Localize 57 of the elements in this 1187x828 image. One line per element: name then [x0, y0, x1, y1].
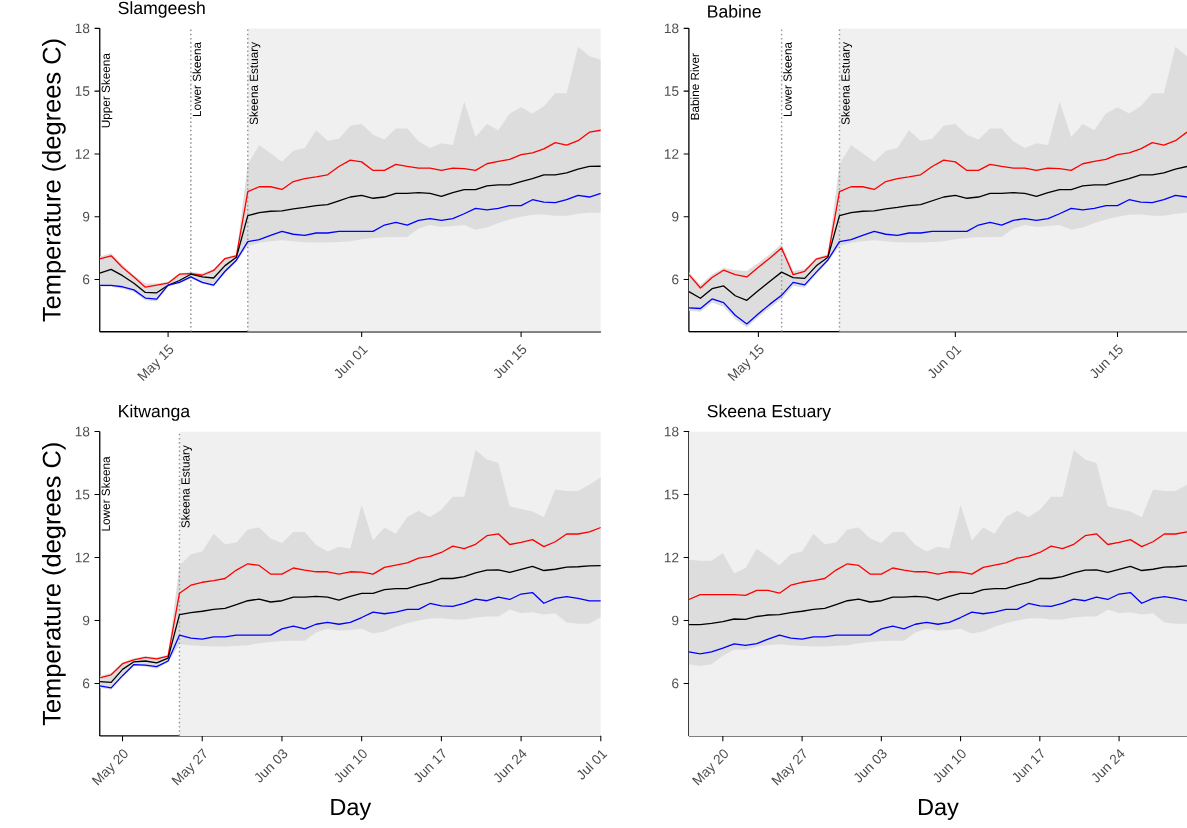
x-tick-label: Jun 10: [933, 749, 966, 783]
y-tick-label: 18: [664, 426, 679, 437]
y-tick-label: 12: [664, 552, 679, 563]
x-tick-label: May 15: [727, 344, 764, 382]
x-tick-label: Jun 10: [334, 749, 367, 783]
x-tick-label: May 20: [91, 749, 128, 786]
y-tick-label: 9: [672, 615, 679, 626]
chart-title: Slamgeesh: [118, 1, 205, 18]
y-tick-label: 18: [75, 426, 90, 437]
y-tick-label: 18: [664, 23, 679, 34]
x-tick-label: Jul 01: [577, 750, 608, 780]
y-tick-label: 15: [664, 489, 679, 500]
x-tick-label: Jun 24: [494, 749, 527, 783]
x-tick-label: May 27: [171, 748, 207, 786]
annotation: Skeena Estuary: [841, 42, 852, 125]
y-tick-label: 15: [75, 86, 90, 96]
chart-title: Kitwanga: [119, 404, 191, 421]
x-tick-label: May 20: [691, 749, 728, 786]
x-tick-label: Jun 15: [1090, 344, 1123, 379]
annotation: Lower Skeena: [783, 42, 792, 117]
y-tick-label: 6: [672, 274, 679, 285]
line-series: [688, 131, 1187, 289]
y-axis-title: Temperature (degrees C): [42, 39, 66, 322]
line-series: [99, 129, 601, 288]
x-tick-label: Jun 03: [254, 749, 288, 783]
annotation: Lower Skeena: [101, 456, 110, 531]
annotation: Babine River: [690, 53, 700, 120]
chart-title: Babine: [708, 4, 761, 18]
y-tick-label: 18: [75, 23, 90, 34]
annotation: Skeena Estuary: [181, 445, 192, 528]
y-tick-label: 9: [82, 211, 90, 222]
y-tick-label: 12: [75, 552, 90, 563]
y-tick-label: 9: [82, 615, 90, 626]
x-tick-label: Jun 17: [1012, 748, 1044, 783]
chart-title: Skeena Estuary: [707, 404, 831, 421]
y-tick-label: 15: [664, 86, 679, 96]
y-tick-label: 9: [672, 211, 679, 222]
annotation: Lower Skeena: [192, 42, 202, 117]
x-axis-title: Day: [918, 799, 959, 821]
y-tick-label: 6: [83, 678, 90, 689]
x-tick-label: Jun 15: [493, 344, 527, 379]
x-tick-label: May 15: [137, 344, 174, 382]
y-tick-label: 15: [75, 489, 90, 500]
x-tick-label: Jun 17: [414, 748, 446, 783]
y-tick-label: 6: [83, 274, 90, 285]
x-tick-label: Jun 01: [334, 345, 368, 379]
x-tick-label: Jun 24: [1092, 749, 1125, 783]
x-tick-label: Jun 03: [854, 749, 887, 783]
x-tick-label: Jun 01: [928, 345, 962, 379]
y-tick-label: 6: [672, 678, 679, 689]
y-axis-title: Temperature (degrees C): [42, 443, 66, 726]
y-tick-label: 12: [75, 149, 90, 159]
y-tick-label: 12: [664, 149, 679, 159]
x-axis-title: Day: [331, 799, 372, 821]
x-tick-label: May 27: [771, 748, 807, 786]
annotation: Upper Skeena: [101, 53, 113, 128]
annotation: Skeena Estuary: [249, 42, 261, 125]
